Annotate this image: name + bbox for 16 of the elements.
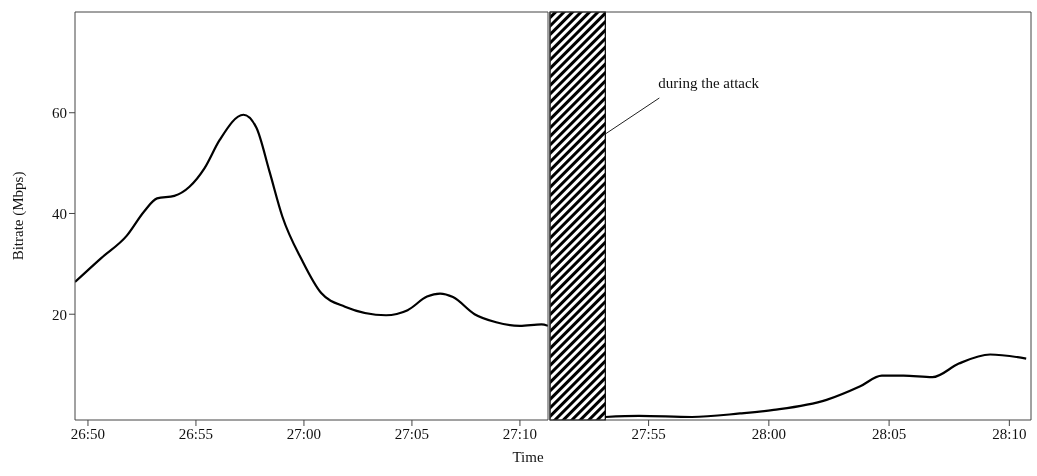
- line-series: [75, 113, 548, 327]
- band-label: during the attack: [658, 75, 760, 91]
- x-tick-label: 26:50: [70, 425, 106, 442]
- x-axis-title: Time: [512, 449, 544, 465]
- x-tick-label: 28:10: [992, 425, 1027, 442]
- x-tick-label: 27:55: [631, 425, 666, 442]
- y-tick-label: 60: [52, 105, 67, 122]
- x-tick-label: 27:00: [286, 425, 322, 442]
- y-tick-label: 20: [52, 306, 67, 323]
- x-tick-label: 28:05: [872, 425, 907, 442]
- y-tick-label: 40: [52, 205, 67, 222]
- y-axis-title: Bitrate (Mbps): [10, 171, 28, 261]
- x-tick-label: 28:00: [751, 425, 786, 442]
- x-tick-label: 27:05: [394, 425, 430, 442]
- x-tick-label: 27:10: [502, 425, 538, 442]
- x-tick-label: 26:55: [178, 425, 214, 442]
